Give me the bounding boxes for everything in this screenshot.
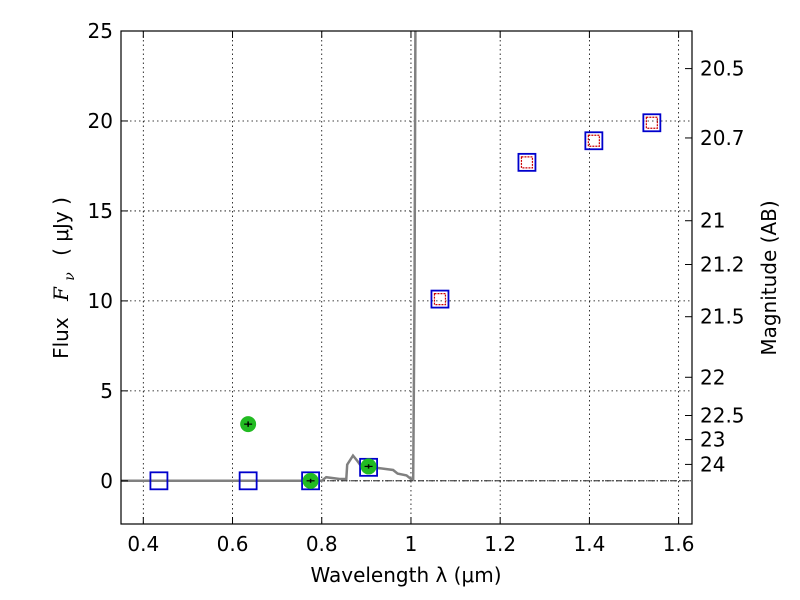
y-tick-label: 0 (100, 469, 113, 493)
model-photometry-point (430, 289, 450, 309)
upper-limit-point (433, 292, 447, 306)
model-photometry-point (642, 113, 662, 133)
upper-limit-point (645, 116, 658, 129)
y-tick-label: 10 (88, 289, 113, 313)
x-tick-label: 1 (405, 532, 418, 556)
magnitude-tick-label: 21.2 (700, 252, 745, 276)
model-photometry-point (149, 471, 169, 491)
y-tick-label: 25 (88, 19, 113, 43)
x-tick-label: 0.4 (127, 532, 159, 556)
model-photometry-point (517, 152, 537, 172)
model-photometry-point (301, 471, 320, 491)
grid (121, 30, 692, 524)
magnitude-tick-label: 22.5 (700, 403, 745, 427)
plot-area (121, 30, 662, 491)
y-axis-ticks: 0 5 10 15 20 25 (88, 19, 128, 493)
plot-frame (120, 30, 693, 525)
magnitude-tick-label: 20.7 (700, 126, 745, 150)
x-axis-ticks: 0.4 0.6 0.8 1 1.2 1.4 1.6 (127, 31, 695, 556)
model-spectrum-line (121, 30, 417, 483)
x-axis-label: Wavelength λ (μm) (310, 563, 501, 587)
x-tick-label: 1.6 (663, 532, 695, 556)
model-photometry-point (238, 471, 258, 491)
x-tick-label: 0.6 (217, 532, 249, 556)
magnitude-tick-label: 23 (700, 428, 725, 452)
model-photometry-point (584, 131, 604, 151)
magnitude-tick-label: 24 (700, 452, 725, 476)
x-tick-label: 1.4 (573, 532, 605, 556)
upper-limit-point (520, 156, 534, 169)
magnitude-tick-label: 20.5 (700, 57, 745, 81)
y-tick-label: 5 (100, 379, 113, 403)
magnitude-tick-label: 21.5 (700, 305, 745, 329)
magnitude-tick-label: 21 (700, 209, 725, 233)
y-axis-label-unit: ( μJy ) (49, 197, 73, 256)
y-axis-label-sub: ν (62, 272, 78, 281)
x-tick-label: 0.8 (306, 532, 338, 556)
x-tick-label: 1.2 (484, 532, 516, 556)
magnitude-tick-label: 22 (700, 365, 725, 389)
upper-limit-point (587, 134, 600, 147)
y-tick-label: 15 (88, 199, 113, 223)
y-tick-label: 20 (88, 109, 113, 133)
y-axis-label-prefix: Flux (49, 317, 73, 359)
y-axis-label-var: F (49, 286, 73, 302)
y2-axis-label: Magnitude (AB) (757, 200, 781, 355)
y-axis-label: Flux F ν ( μJy ) (49, 197, 79, 359)
